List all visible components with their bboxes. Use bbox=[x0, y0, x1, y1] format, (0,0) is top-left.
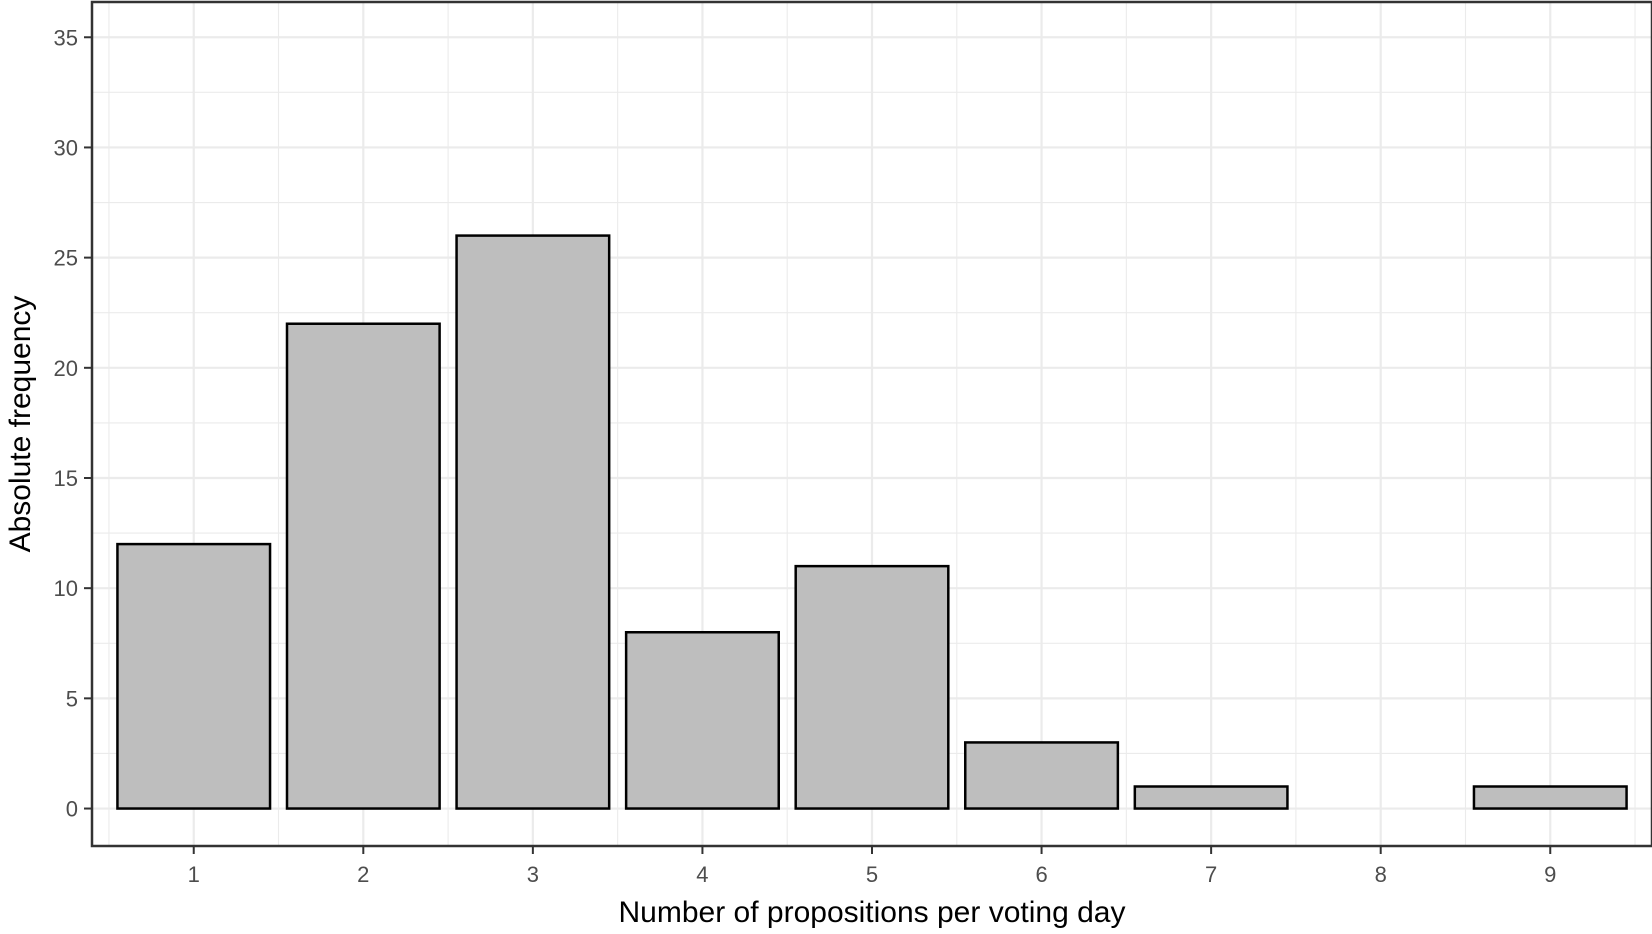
bar-9 bbox=[1472, 785, 1628, 810]
y-tick-label: 15 bbox=[54, 466, 78, 491]
x-tick-label: 8 bbox=[1375, 862, 1387, 887]
bar-5 bbox=[794, 564, 950, 810]
y-tick-label: 25 bbox=[54, 246, 78, 271]
y-axis-title: Absolute frequency bbox=[4, 296, 37, 553]
y-tick-label: 30 bbox=[54, 135, 78, 160]
bar-6 bbox=[964, 741, 1120, 810]
x-tick-label: 3 bbox=[527, 862, 539, 887]
bar-3 bbox=[455, 234, 611, 810]
y-tick-label: 5 bbox=[66, 686, 78, 711]
y-tick-label: 20 bbox=[54, 356, 78, 381]
bar-7 bbox=[1133, 785, 1289, 810]
x-tick-label: 1 bbox=[188, 862, 200, 887]
x-tick-label: 6 bbox=[1035, 862, 1047, 887]
y-tick-label: 10 bbox=[54, 576, 78, 601]
y-tick-label: 0 bbox=[66, 797, 78, 822]
x-tick-label: 4 bbox=[696, 862, 708, 887]
x-tick-label: 2 bbox=[357, 862, 369, 887]
bar-1 bbox=[116, 542, 272, 810]
x-axis-title: Number of propositions per voting day bbox=[619, 896, 1126, 929]
bar-2 bbox=[285, 322, 441, 810]
x-axis: 1 2 3 4 5 6 7 8 9 bbox=[188, 846, 1556, 887]
x-tick-label: 9 bbox=[1544, 862, 1556, 887]
x-tick-label: 7 bbox=[1205, 862, 1217, 887]
bars bbox=[116, 234, 1628, 810]
x-tick-label: 5 bbox=[866, 862, 878, 887]
bar-4 bbox=[624, 630, 780, 810]
y-axis: 0 5 10 15 20 25 30 35 bbox=[54, 25, 92, 822]
y-tick-label: 35 bbox=[54, 25, 78, 50]
